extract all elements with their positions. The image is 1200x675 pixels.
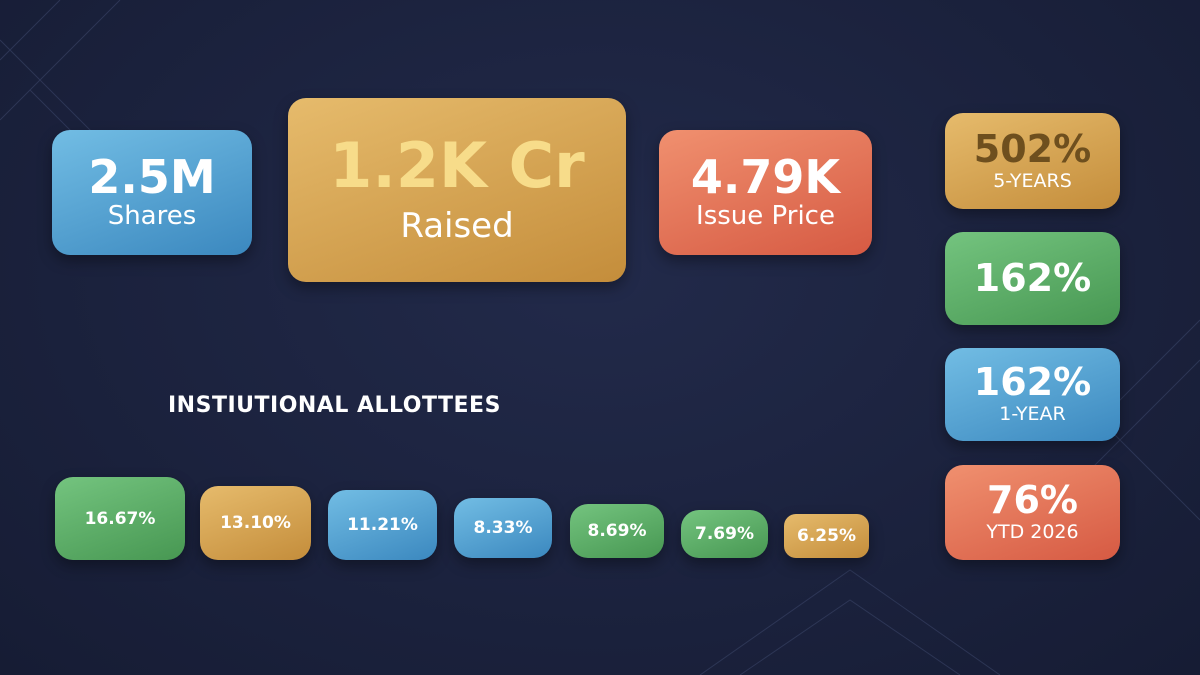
return-label: YTD 2026 <box>986 521 1079 544</box>
allottee-card: 11.21% <box>328 490 437 560</box>
allottee-card: 8.33% <box>454 498 552 558</box>
stat-card: 2.5M Shares <box>52 130 252 255</box>
allottee-card: 7.69% <box>681 510 768 558</box>
stat-card: 4.79K Issue Price <box>659 130 872 255</box>
allottee-card: 8.69% <box>570 504 664 558</box>
allottee-value: 7.69% <box>695 524 754 544</box>
allottee-value: 16.67% <box>84 508 156 529</box>
return-value: 162% <box>973 360 1092 405</box>
return-card: 76% YTD 2026 <box>945 465 1120 560</box>
section-title: INSTIUTIONAL ALLOTTEES <box>168 393 501 418</box>
return-value: 76% <box>987 478 1078 523</box>
allottee-value: 11.21% <box>347 515 418 535</box>
return-value: 162% <box>973 255 1092 300</box>
allottee-card: 13.10% <box>200 486 311 560</box>
stat-value: 4.79K <box>690 149 841 204</box>
stat-label: Issue Price <box>696 201 835 232</box>
allottee-card: 6.25% <box>784 514 869 558</box>
stat-value: 2.5M <box>88 149 216 204</box>
return-card: 162% 1-YEAR <box>945 348 1120 441</box>
return-label: 1-YEAR <box>999 403 1066 426</box>
return-card: 162% <box>945 232 1120 325</box>
return-label: 5-YEARS <box>993 169 1072 192</box>
allottee-value: 6.25% <box>797 526 856 546</box>
stat-label: Raised <box>400 206 514 247</box>
allottee-value: 13.10% <box>220 513 291 533</box>
stat-label: Shares <box>107 201 197 232</box>
stat-value: 1.2K Cr <box>329 129 585 203</box>
allottee-value: 8.33% <box>473 518 533 538</box>
allottee-card: 16.67% <box>55 477 185 560</box>
stat-card: 1.2K Cr Raised <box>288 98 626 282</box>
allottee-value: 8.69% <box>587 521 647 541</box>
return-value: 502% <box>973 126 1092 171</box>
return-card: 502% 5-YEARS <box>945 113 1120 209</box>
